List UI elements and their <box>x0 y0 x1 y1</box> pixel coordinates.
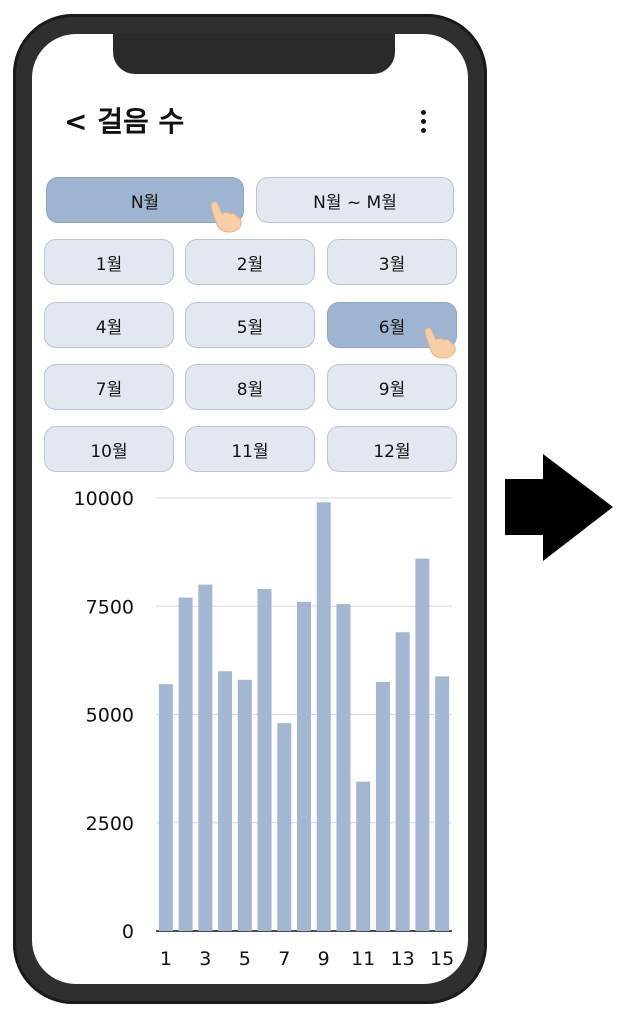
month-button-5[interactable]: 5월 <box>185 302 315 348</box>
month-button-11[interactable]: 11월 <box>185 426 315 472</box>
chart-bar <box>158 684 173 931</box>
chart-bar <box>297 601 311 931</box>
y-tick-label: 10000 <box>74 488 134 510</box>
chart-bar <box>395 632 410 931</box>
y-tick-label: 5000 <box>86 705 134 727</box>
month-button-3[interactable]: 3월 <box>327 239 457 285</box>
chart-bar <box>336 604 351 931</box>
y-tick-label: 7500 <box>86 596 134 618</box>
y-tick-label: 0 <box>122 921 134 943</box>
month-button-9[interactable]: 9월 <box>327 364 457 410</box>
month-button-8[interactable]: 8월 <box>185 364 315 410</box>
back-title-button[interactable]: < 걸음 수 <box>64 105 185 138</box>
month-button-2[interactable]: 2월 <box>185 239 315 285</box>
x-tick-label: 3 <box>199 948 211 970</box>
x-tick-label: 7 <box>278 948 290 970</box>
chart-bar <box>198 584 213 931</box>
month-button-7[interactable]: 7월 <box>44 364 174 410</box>
app-header: < 걸음 수 <box>64 102 436 146</box>
next-arrow-icon <box>505 454 613 561</box>
chart-bar <box>237 679 252 931</box>
more-vertical-icon[interactable] <box>418 110 428 138</box>
tab-month-range[interactable]: N월 ~ M월 <box>256 177 454 223</box>
chart-bar <box>415 558 430 931</box>
x-tick-label: 11 <box>351 948 375 970</box>
chart-bar <box>356 781 371 931</box>
phone-frame: < 걸음 수 N월 N월 ~ M월 1월 2월 3월 4월 5월 6월 7월 8월 9월 10월 1… <box>13 14 487 1004</box>
month-button-12[interactable]: 12월 <box>327 426 457 472</box>
chart-bar <box>178 597 193 931</box>
chart-bar <box>257 588 272 931</box>
chart-bar <box>316 502 331 931</box>
phone-screen: < 걸음 수 N월 N월 ~ M월 1월 2월 3월 4월 5월 6월 7월 8월 9월 10월 1… <box>32 34 468 984</box>
month-button-1[interactable]: 1월 <box>44 239 174 285</box>
x-tick-label: 15 <box>430 948 454 970</box>
chart-bar <box>375 682 390 931</box>
x-tick-label: 9 <box>318 948 330 970</box>
x-tick-label: 5 <box>239 948 251 970</box>
chart-bar <box>218 671 233 931</box>
month-button-10[interactable]: 10월 <box>44 426 174 472</box>
month-button-4[interactable]: 4월 <box>44 302 174 348</box>
phone-notch <box>113 34 395 74</box>
chart-bar <box>435 676 450 931</box>
x-tick-label: 13 <box>391 948 415 970</box>
x-tick-label: 1 <box>160 948 172 970</box>
y-tick-label: 2500 <box>86 813 134 835</box>
chart-bar <box>277 723 292 931</box>
